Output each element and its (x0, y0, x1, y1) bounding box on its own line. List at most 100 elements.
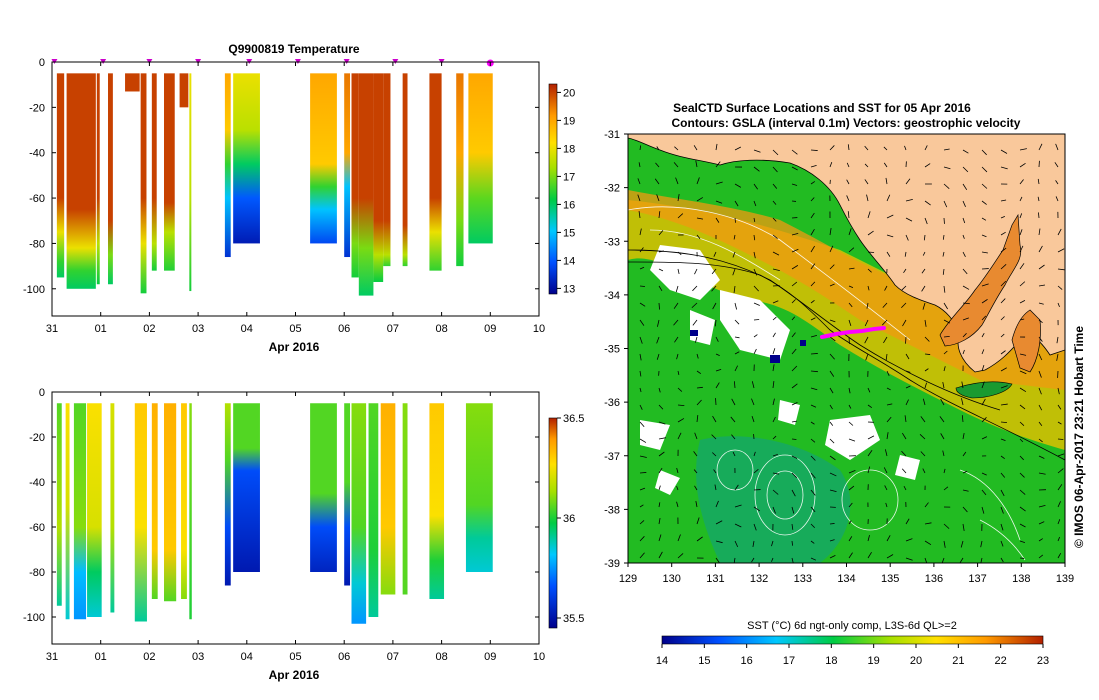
velocity-vector (659, 303, 660, 310)
x-tick-label: 06 (338, 651, 350, 663)
colorbar-tick-label: 20 (563, 87, 575, 99)
sst-colorbar-tick-label: 14 (656, 655, 668, 667)
velocity-vector (754, 319, 759, 320)
x-tick-label: 03 (192, 651, 204, 663)
sst-colorbar-tick-label: 16 (741, 655, 753, 667)
top-profile (456, 73, 463, 266)
top-profile (310, 73, 337, 243)
x-tick-label: 07 (387, 323, 399, 335)
map-lon-ticks: 129 130 131 132 133 134 135 136 137 138 139 (619, 563, 1074, 585)
y-tick-label: -100 (23, 612, 45, 624)
map-area (628, 134, 1065, 564)
imos-side-label: © IMOS 06-Apr-2017 23:21 Hobart Time (1072, 326, 1086, 548)
y-tick-label: -80 (29, 567, 45, 579)
bottom-profile (66, 403, 70, 619)
x-tick-label: 08 (435, 323, 447, 335)
lat-tick-label: -38 (604, 504, 620, 516)
top-profile (403, 73, 408, 266)
velocity-vector (811, 150, 818, 151)
map-subtitle: Contours: GSLA (interval 0.1m) Vectors: … (672, 116, 1021, 130)
top-profile (429, 73, 441, 270)
lat-tick-label: -34 (604, 290, 620, 302)
colorbar-tick-label: 36.5 (563, 413, 584, 425)
top-profile (180, 73, 189, 107)
bottom-profile (87, 403, 102, 617)
lon-tick-label: 130 (663, 573, 681, 585)
sst-colorbar-tick-label: 15 (698, 655, 710, 667)
y-tick-label: -100 (23, 284, 45, 296)
bottom-colorbar-ticks: 36.5 36 35.5 (557, 413, 584, 625)
x-tick-label: 31 (46, 651, 58, 663)
lon-tick-label: 132 (750, 573, 768, 585)
velocity-vector (1058, 439, 1063, 440)
top-profile (141, 73, 147, 293)
y-tick-label: -80 (29, 238, 45, 250)
lat-tick-label: -39 (604, 558, 620, 570)
top-profile (225, 73, 231, 257)
y-tick-label: 0 (39, 57, 45, 69)
bottom-profile (189, 403, 191, 619)
top-colorbar (549, 84, 557, 294)
velocity-vector (868, 252, 874, 253)
lat-tick-label: -31 (604, 129, 620, 141)
top-profile (97, 73, 100, 284)
map-lat-ticks: -31-32-33-34-35-36-37-38-39 (604, 129, 628, 570)
colorbar-tick-label: 13 (563, 283, 575, 295)
colorbar-tick-label: 35.5 (563, 613, 584, 625)
bottom-profile (381, 403, 396, 594)
y-tick-label: 0 (39, 387, 45, 399)
sst-colorbar-tick-label: 22 (995, 655, 1007, 667)
top-profile (125, 73, 140, 91)
top-profile (468, 73, 492, 243)
top-profile (383, 73, 390, 266)
bottom-profile (225, 403, 231, 585)
x-tick-label: 05 (289, 651, 301, 663)
lon-tick-label: 139 (1056, 573, 1074, 585)
sst-colorbar (662, 636, 1043, 644)
bottom-profile (403, 403, 408, 594)
sst-colorbar-tick-label: 23 (1037, 655, 1049, 667)
velocity-vector (735, 218, 736, 223)
bottom-profile (181, 403, 187, 599)
map-title: SealCTD Surface Locations and SST for 05… (673, 101, 971, 115)
bottom-profile (135, 403, 147, 621)
x-tick-label: 09 (484, 651, 496, 663)
top-profile (359, 73, 374, 295)
bottom-profile (352, 403, 367, 624)
bottom-profile (233, 403, 260, 572)
top-x-label: Apr 2016 (269, 340, 320, 354)
top-profile (57, 73, 64, 277)
x-tick-label: 08 (435, 651, 447, 663)
velocity-vector (830, 523, 835, 524)
top-profile (344, 73, 350, 257)
x-tick-label: 06 (338, 323, 350, 335)
bottom-colorbar (549, 418, 557, 628)
top-profile (152, 73, 157, 270)
sst-colorbar-tick-label: 19 (868, 655, 880, 667)
top-profile (373, 73, 383, 282)
lat-tick-label: -32 (604, 183, 620, 195)
lon-tick-label: 129 (619, 573, 637, 585)
top-profile (233, 73, 260, 243)
y-tick-label: -40 (29, 148, 45, 160)
lon-tick-label: 131 (706, 573, 724, 585)
colorbar-tick-label: 36 (563, 513, 575, 525)
sst-colorbar-ticks: 14 15 16 17 18 19 20 21 22 23 (656, 644, 1049, 667)
lon-tick-label: 135 (881, 573, 899, 585)
sst-colorbar-tick-label: 21 (952, 655, 964, 667)
top-profile (189, 73, 191, 291)
top-profile-markers (51, 59, 493, 67)
bottom-profile (152, 403, 158, 599)
figure-canvas: Q9900819 Temperature 31 01 02 03 04 05 06 07 08 0… (0, 0, 1099, 700)
lon-tick-label: 137 (968, 573, 986, 585)
bottom-profile (310, 403, 337, 572)
velocity-vector (640, 286, 645, 287)
x-tick-label: 04 (241, 323, 253, 335)
top-chart-title: Q9900819 Temperature (228, 42, 360, 56)
top-profile (352, 73, 359, 277)
top-profiles-group (57, 73, 493, 295)
x-tick-label: 09 (484, 323, 496, 335)
velocity-vector (925, 354, 930, 355)
lon-tick-label: 138 (1012, 573, 1030, 585)
lon-tick-label: 133 (794, 573, 812, 585)
